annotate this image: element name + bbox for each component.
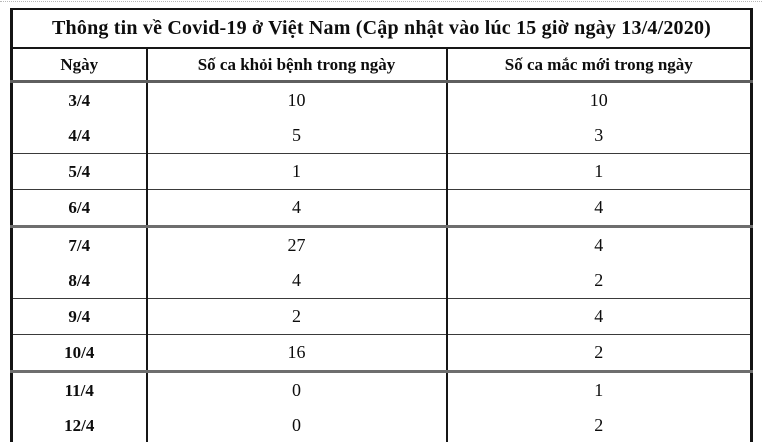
recovered-cell: 1 [145,153,447,190]
new-cases-cell: 4 [445,298,752,335]
table-row: 8/4 4 2 [11,263,752,299]
scan-edge-line [0,1,762,2]
date-cell: 3/4 [68,90,91,110]
date-cell: 10/4 [11,334,147,373]
col-header-new-cases: Số ca mắc mới trong ngày [445,48,752,83]
table-row: 4/4 5 3 [11,118,752,154]
covid-data-table: Thông tin về Covid-19 ở Việt Nam (Cập nh… [10,8,754,442]
table-row: 12/4 0 2 [12,408,752,442]
new-cases-cell: 4 [445,189,752,228]
recovered-cell: 27 [145,226,447,263]
date-cell: 6/4 [11,189,147,228]
new-cases-cell: 1 [445,153,752,190]
recovered-cell: 4 [145,263,447,299]
table-header-row: Ngày Số ca khỏi bệnh trong ngày Số ca mắ… [11,48,752,83]
table-row: 11/4 0 1 [12,371,752,408]
recovered-cell: 4 [145,189,447,228]
recovered-cell: 10 [145,81,447,118]
table-title: Thông tin về Covid-19 ở Việt Nam (Cập nh… [11,9,752,49]
col-header-recovered: Số ca khỏi bệnh trong ngày [145,48,447,83]
table-title-row: Thông tin về Covid-19 ở Việt Nam (Cập nh… [11,9,752,49]
date-cell: 4/4 [11,118,147,154]
new-cases-cell: 2 [445,408,752,442]
table-row: 7/4 27 4 [12,226,752,263]
new-cases-cell: 2 [445,263,752,299]
table-row: 5/4 1 1 [11,153,752,190]
new-cases-cell: 3 [445,118,752,154]
new-cases-cell: 4 [445,226,752,263]
date-cell: 9/4 [11,298,147,335]
date-cell: 12/4 [64,415,95,435]
recovered-cell: 0 [145,371,447,408]
new-cases-cell: 2 [445,334,752,373]
recovered-cell: 16 [145,334,447,373]
date-cell: 11/4 [64,380,94,400]
new-cases-cell: 10 [445,81,752,118]
col-header-date: Ngày [11,48,147,83]
table-row: 10/4 16 2 [11,334,752,373]
new-cases-cell: 1 [445,371,752,408]
date-cell: 7/4 [68,235,91,255]
date-cell: 8/4 [11,263,147,299]
recovered-cell: 5 [145,118,447,154]
recovered-cell: 2 [145,298,447,335]
table-row: 3/4 10 10 [12,81,752,118]
recovered-cell: 0 [145,408,447,442]
date-cell: 5/4 [11,153,147,190]
table-row: 9/4 2 4 [11,298,752,335]
table-row: 6/4 4 4 [11,189,752,228]
